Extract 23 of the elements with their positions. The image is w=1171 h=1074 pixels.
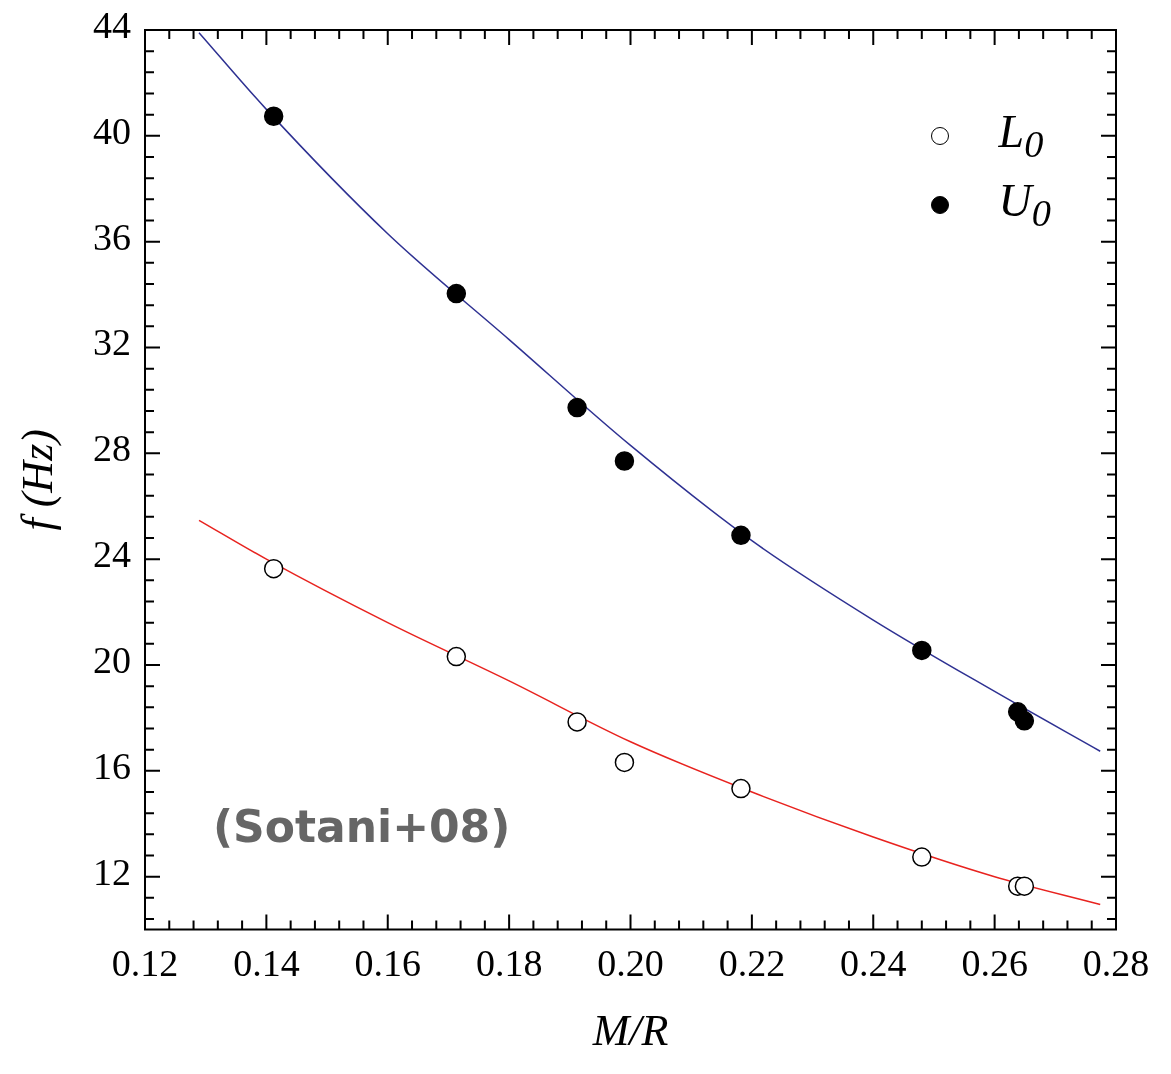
y-tick-label: 40	[93, 109, 131, 152]
x-tick-label: 0.26	[961, 942, 1028, 985]
annotation: (Sotani+08)	[212, 801, 511, 853]
x-tick-label: 0.12	[111, 942, 179, 985]
x-axis-title: M/R	[591, 1006, 669, 1056]
y-tick-label: 28	[93, 427, 131, 470]
y-tick-label: 12	[93, 850, 131, 893]
x-tick-label: 0.20	[597, 942, 664, 985]
x-tick-label: 0.22	[718, 942, 786, 985]
x-tick-label: 0.24	[840, 942, 907, 985]
y-tick-label: 24	[93, 533, 131, 576]
x-tick-label: 0.28	[1082, 942, 1150, 985]
x-tick-label: 0.14	[233, 942, 300, 985]
y-tick-label: 32	[93, 321, 131, 364]
x-tick-label: 0.16	[354, 942, 421, 985]
y-tick-label: 44	[93, 3, 131, 46]
y-tick-label: 20	[93, 639, 131, 681]
y-tick-label: 36	[93, 215, 131, 258]
y-axis-title: f (Hz)	[12, 429, 62, 531]
legend-label: U$_{0}$	[998, 174, 1051, 236]
x-tick-label: 0.18	[475, 942, 543, 985]
y-tick-label: 16	[93, 744, 131, 787]
legend-label: L$_{0}$	[998, 105, 1044, 167]
